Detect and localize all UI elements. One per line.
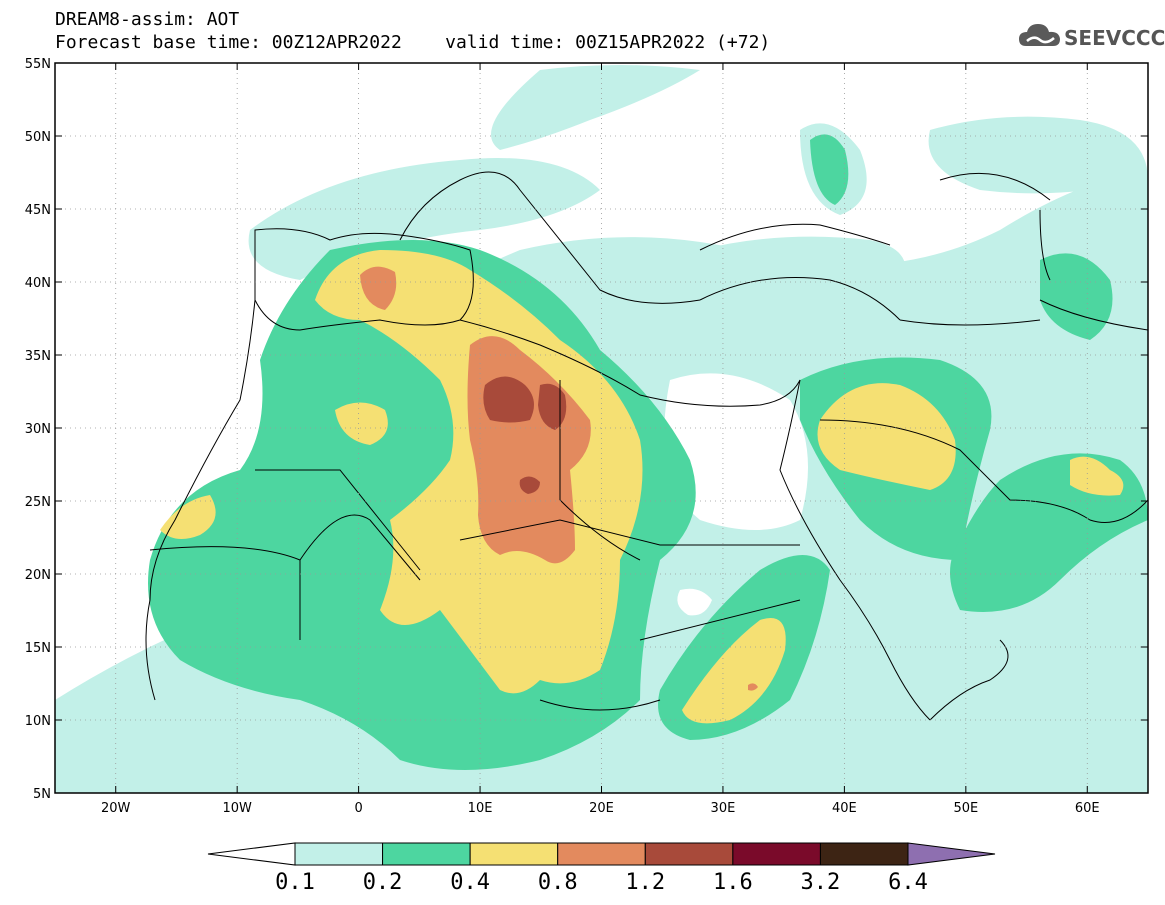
lon-tick-label: 40E — [832, 801, 857, 816]
lat-tick-label: 5N — [33, 787, 51, 802]
lat-tick-label: 10N — [25, 714, 51, 729]
lon-tick-label: 30E — [711, 801, 736, 816]
lon-tick-label: 50E — [953, 801, 978, 816]
axis-ticks: 20W 10W 0 10E 20E 30E 40E 50E 60E 55N 50N 45N 40N 35N… — [25, 57, 1148, 816]
cloud-icon — [1019, 24, 1060, 46]
lat-tick-label: 15N — [25, 641, 51, 656]
colorbar-box — [819, 842, 909, 866]
lon-tick-label: 20W — [101, 801, 131, 816]
colorbar-level-label: 1.6 — [713, 870, 753, 895]
lat-tick-label: 30N — [25, 422, 51, 437]
logo-text: SEEVCCC — [1064, 26, 1165, 50]
colorbar-level-label: 0.1 — [275, 870, 315, 895]
colorbar-level-label: 6.4 — [888, 870, 928, 895]
lon-tick-label: 10W — [222, 801, 252, 816]
lat-tick-label: 50N — [25, 130, 51, 145]
lon-tick-label: 0 — [354, 801, 362, 816]
lon-tick-label: 10E — [468, 801, 493, 816]
colorbar-level-label: 3.2 — [801, 870, 841, 895]
colorbar-under-triangle — [207, 842, 296, 866]
lat-tick-label: 20N — [25, 568, 51, 583]
lat-tick-label: 55N — [25, 57, 51, 72]
graticule — [55, 63, 1148, 793]
lon-tick-label: 60E — [1075, 801, 1100, 816]
coastlines — [145, 171, 1148, 721]
forecast-time-line: Forecast base time: 00Z12APR2022 valid t… — [55, 32, 771, 53]
lat-tick-label: 40N — [25, 276, 51, 291]
aot-field — [55, 65, 1148, 793]
chart-title: DREAM8-assim: AOT — [55, 9, 240, 30]
colorbar-level-label: 0.4 — [450, 870, 490, 895]
colorbar-level-label: 1.2 — [625, 870, 665, 895]
seevccc-logo: SEEVCCC — [1018, 20, 1165, 56]
lat-tick-label: 45N — [25, 203, 51, 218]
lon-tick-label: 20E — [589, 801, 614, 816]
lat-tick-label: 35N — [25, 349, 51, 364]
colorbar-level-label: 0.2 — [363, 870, 403, 895]
colorbar-box — [644, 842, 734, 866]
colorbar-box — [732, 842, 821, 866]
colorbar-level-label: 0.8 — [538, 870, 578, 895]
colorbar-over-triangle — [907, 842, 996, 866]
colorbar-box — [294, 842, 384, 866]
colorbar-box — [382, 842, 471, 866]
lat-tick-label: 25N — [25, 495, 51, 510]
colorbar: 0.1 0.2 0.4 0.8 1.2 1.6 3.2 6.4 — [207, 842, 996, 895]
colorbar-box — [469, 842, 559, 866]
colorbar-box — [557, 842, 646, 866]
